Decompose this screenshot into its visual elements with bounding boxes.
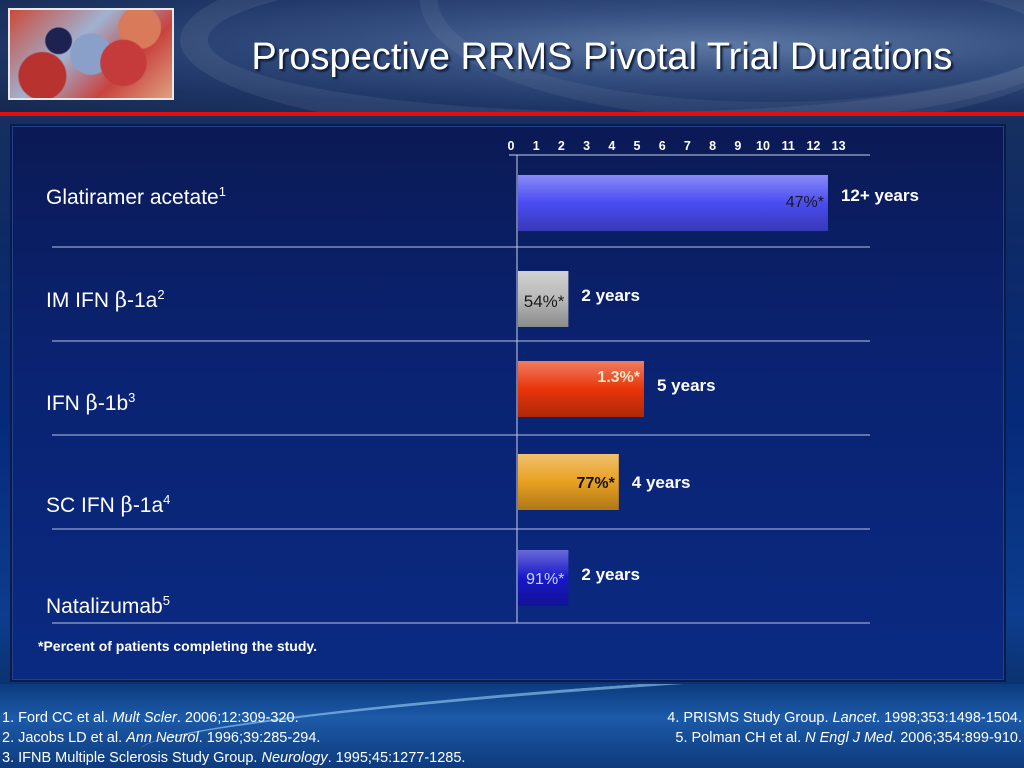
x-tick-label: 7 xyxy=(684,139,691,153)
completion-percent-label: 54%* xyxy=(524,292,565,311)
ref-superscript: 4 xyxy=(163,492,171,507)
reference-item: 4. PRISMS Study Group. Lancet. 1998;353:… xyxy=(667,710,1022,726)
drug-label-natalizumab: Natalizumab5 xyxy=(46,593,170,619)
x-tick-label: 13 xyxy=(832,139,846,153)
references-left: 1. Ford CC et al. Mult Scler. 2006;12:30… xyxy=(2,708,465,768)
completion-percent-label: 47%* xyxy=(786,194,824,211)
bar xyxy=(518,454,619,510)
drug-name: Natalizumab xyxy=(46,595,163,618)
completion-percent-label: 1.3%* xyxy=(597,369,640,386)
drug-label-ifn-beta-1b: IFN β-1b3 xyxy=(46,390,135,416)
reference-item: 5. Polman CH et al. N Engl J Med. 2006;3… xyxy=(675,730,1022,746)
duration-label: 12+ years xyxy=(841,186,919,205)
slide-header: Prospective RRMS Pivotal Trial Durations xyxy=(0,0,1024,112)
title-underline xyxy=(0,112,1024,116)
x-tick-label: 8 xyxy=(709,139,716,153)
beta-symbol: β xyxy=(114,288,127,312)
duration-label: 2 years xyxy=(581,286,640,305)
ref-superscript: 2 xyxy=(157,287,165,302)
completion-footnote: *Percent of patients completing the stud… xyxy=(38,638,318,654)
bar xyxy=(518,175,828,231)
drug-suffix: -1a xyxy=(126,289,158,312)
x-tick-label: 11 xyxy=(782,139,795,153)
x-tick-label: 6 xyxy=(659,139,666,153)
ref-superscript: 5 xyxy=(162,593,170,608)
x-tick-label: 2 xyxy=(558,139,565,153)
drug-label-im-ifn-beta-1a: IM IFN β-1a2 xyxy=(46,287,165,313)
duration-label: 4 years xyxy=(632,473,691,492)
beta-symbol: β xyxy=(85,391,98,415)
drug-label-glatiramer: Glatiramer acetate1 xyxy=(46,184,226,210)
drug-name: IFN xyxy=(46,392,86,415)
completion-percent-label: 91%* xyxy=(526,571,564,588)
drug-name: IM IFN xyxy=(46,289,115,312)
ref-superscript: 3 xyxy=(128,390,136,405)
duration-label: 2 years xyxy=(581,565,640,584)
chart-panel xyxy=(10,124,1006,682)
drug-name: Glatiramer acetate xyxy=(46,186,219,209)
slide-title: Prospective RRMS Pivotal Trial Durations xyxy=(251,36,953,78)
x-tick-label: 1 xyxy=(533,139,540,153)
drug-suffix: -1a xyxy=(132,494,164,517)
x-tick-label: 10 xyxy=(756,139,770,153)
bar xyxy=(518,361,644,417)
x-tick-label: 3 xyxy=(583,139,590,153)
reference-item: 2. Jacobs LD et al. Ann Neurol. 1996;39:… xyxy=(2,730,321,746)
drug-suffix: -1b xyxy=(97,392,129,415)
ref-superscript: 1 xyxy=(218,184,226,199)
x-tick-label: 12 xyxy=(806,139,820,153)
x-tick-label: 9 xyxy=(734,139,741,153)
completion-percent-label: 77%* xyxy=(577,475,616,492)
tissue-image-logo xyxy=(8,8,174,100)
references-right: 4. PRISMS Study Group. Lancet. 1998;353:… xyxy=(667,708,1022,748)
reference-item: 1. Ford CC et al. Mult Scler. 2006;12:30… xyxy=(2,710,299,726)
bar xyxy=(518,550,569,606)
drug-label-sc-ifn-beta-1a: SC IFN β-1a4 xyxy=(46,492,170,518)
x-tick-label: 4 xyxy=(608,139,615,153)
beta-symbol: β xyxy=(120,493,133,517)
duration-label: 5 years xyxy=(657,376,716,395)
bottom-decoration xyxy=(0,684,1024,768)
drug-name: SC IFN xyxy=(46,494,121,517)
reference-item: 3. IFNB Multiple Sclerosis Study Group. … xyxy=(2,750,466,766)
bar xyxy=(518,271,569,327)
x-tick-label: 0 xyxy=(508,139,515,153)
x-tick-label: 5 xyxy=(634,139,641,153)
